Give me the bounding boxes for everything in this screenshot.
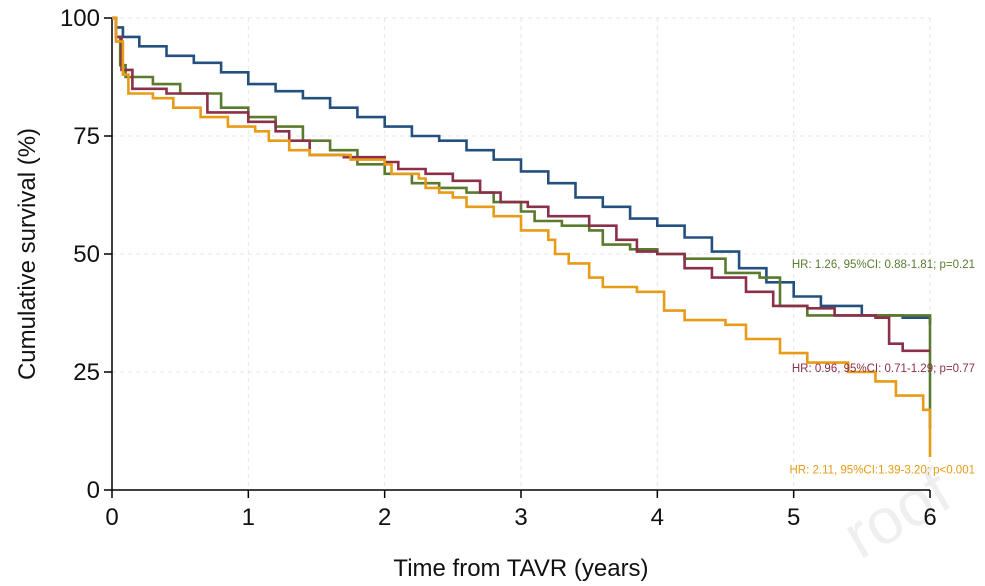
grid (112, 17, 931, 490)
y-tick-label: 100 (60, 5, 100, 32)
series-line-green (112, 16, 932, 429)
y-tick-label: 25 (73, 359, 100, 386)
x-tick-label: 4 (651, 504, 664, 531)
y-tick-label: 0 (87, 477, 100, 504)
y-tick-label: 50 (73, 241, 100, 268)
y-axis-title: Cumulative survival (%) (14, 128, 41, 380)
x-tick-label: 0 (105, 504, 118, 531)
series-line-red (112, 16, 930, 353)
series-group (112, 16, 932, 457)
x-tick-label: 6 (923, 504, 936, 531)
x-tick-label: 2 (378, 504, 391, 531)
x-ticks: 0 1 2 3 4 5 6 (105, 490, 937, 531)
series-line-orange (112, 16, 932, 457)
x-axis-title: Time from TAVR (years) (393, 555, 648, 582)
y-tick-label: 75 (73, 123, 100, 150)
annotations: HR: 1.26, 95%CI: 0.88-1.81; p=0.21 HR: 0.… (789, 259, 975, 476)
series-line-blue (112, 16, 932, 325)
x-tick-label: 1 (242, 504, 255, 531)
hr-annotation-green: HR: 1.26, 95%CI: 0.88-1.81; p=0.21 (792, 259, 975, 271)
hr-annotation-red: HR: 0.96, 95%CI: 0.71-1.29; p=0.77 (792, 363, 975, 375)
hr-annotation-orange: HR: 2.11, 95%CI:1.39-3.20; p<0.001 (789, 464, 975, 476)
x-tick-label: 5 (787, 504, 800, 531)
y-ticks: 0 25 50 75 100 (60, 5, 112, 504)
x-tick-label: 3 (514, 504, 527, 531)
